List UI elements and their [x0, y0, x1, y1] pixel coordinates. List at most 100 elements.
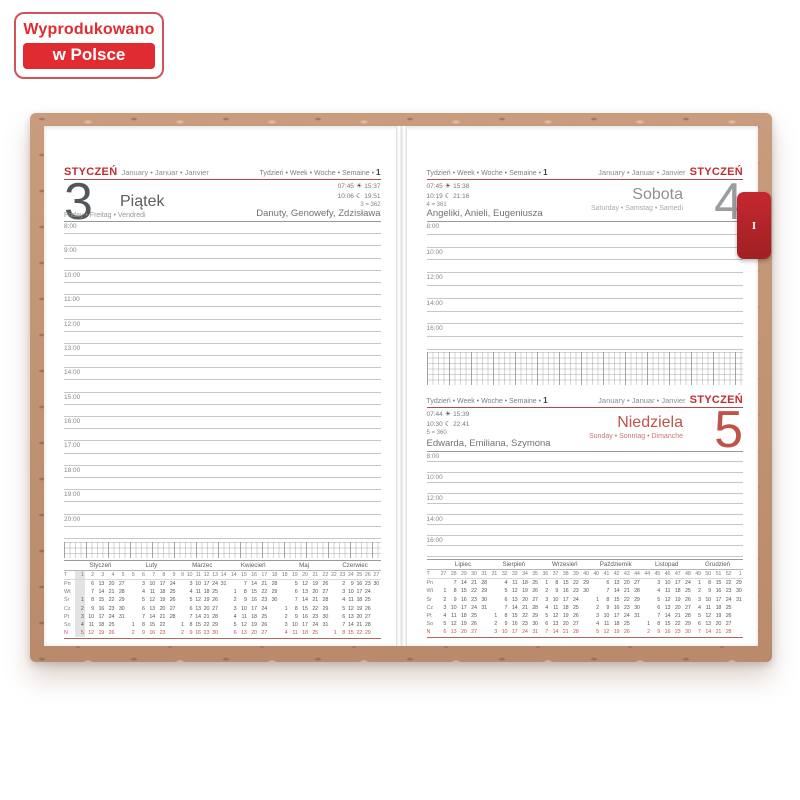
mini-month-row: 2 9 16 23 30	[342, 581, 380, 588]
time-slot-line	[64, 380, 381, 393]
day5-name: Niedziela Sunday • Sonntag • Dimanche	[588, 413, 683, 440]
mini-month-row: 7 14 21 28	[697, 629, 732, 636]
mini-month-row: 1 8 15 22 29	[545, 580, 589, 587]
mini-month-row: 7 14 21 28	[657, 612, 691, 619]
time-slot-line: 17:00	[64, 441, 381, 454]
mini-month-week-numbers: 22 23 24 25 26 27	[329, 571, 381, 581]
day5-number: 5	[714, 400, 743, 459]
time-slot-line: 14:00	[426, 299, 743, 312]
mini-month-row: 3 10 17 24 31	[596, 612, 640, 619]
mini-month-week-numbers: 36 37 38 39 40	[539, 570, 591, 580]
day3-day-of-year: 3 = 362	[360, 202, 381, 208]
mini-month-title: Kwiecień	[227, 561, 279, 571]
day4-time-grid: 8:00 10:00 12:00 14:00 16:00	[426, 222, 743, 350]
mini-month-row: 5 12 19 26	[189, 597, 218, 604]
week-indicator: Tydzień • Week • Woche • Semaine • 1	[426, 168, 548, 177]
mini-calendar-month: Wrzesień 36 37 38 39 40 1 8 15 22 29 2 9 16 23 30 3 10 17 2…	[539, 560, 591, 637]
mini-month-row: 5 12 19 26	[141, 597, 176, 604]
mini-month-title: Luty	[125, 561, 177, 571]
day3-name-langs: Friday • Freitag • Vendredi	[64, 212, 146, 219]
day5-day-of-year: 5 = 360	[426, 429, 447, 436]
sun-icon: ☀	[444, 182, 452, 190]
day3-name-pl: Piątek	[120, 193, 165, 210]
mini-month-row: 7 14 21 28	[504, 604, 538, 611]
mini-month-row: 4 11 18 25	[189, 589, 218, 596]
page-right-day4-day5: Tydzień • Week • Woche • Semaine • 1 Janu…	[407, 126, 759, 646]
mini-month-row: 1 8 15 22 29	[181, 622, 218, 628]
mini-month-title: Maj	[278, 561, 330, 571]
time-slot-line	[64, 405, 381, 417]
time-slot-line	[64, 502, 381, 515]
mini-month-title: Sierpień	[488, 560, 540, 570]
time-slot-line	[426, 504, 743, 515]
time-slot-line: 16:00	[64, 417, 381, 430]
mini-month-title: Listopad	[641, 560, 693, 570]
mini-month-row: 2 9 16 23 30	[596, 604, 640, 611]
time-slot-line: 13:00	[64, 344, 381, 357]
mini-month-title: Październik	[590, 560, 642, 570]
mini-month-row: 2 9 16 23 30	[545, 588, 589, 595]
sun-icon: ☀	[444, 409, 452, 418]
time-slot-line	[64, 307, 381, 320]
month-tab-january: I	[737, 192, 771, 259]
mini-calendar-month: Maj 18 19 20 21 22 5 12 19 26 6 13 20 27 7 14 21 28 1 8 15 22…	[278, 561, 330, 638]
mini-calendar-month: Luty 5 6 7 8 9 3 10 17 24 4 11 18 25 5 12 19 26 6 13 20 27 7 14…	[125, 561, 177, 638]
mini-month-row: 6 13 20 27	[233, 630, 268, 637]
mini-month-row: 7 14 21 28	[342, 622, 371, 628]
mini-month-row: 2 9 16 23 30	[443, 596, 487, 603]
mini-month-week-numbers: 49 50 51 52 1	[692, 570, 744, 580]
time-slot-line: 12:00	[426, 273, 743, 286]
notes-grid	[426, 351, 743, 385]
time-slot-line: 12:00	[426, 494, 743, 505]
mini-month-title: Styczeń	[75, 561, 126, 571]
mini-month-row: 5 12 19 26	[697, 612, 732, 619]
day5-name-days: Edwarda, Emiliana, Szymona	[426, 437, 551, 449]
time-slot-line: 10:00	[64, 271, 381, 283]
day4-day-of-year: 4 = 361	[426, 202, 447, 208]
moon-icon: ☾	[444, 419, 452, 428]
month-title: January • Januar • Janvier STYCZEŃ	[594, 390, 743, 408]
month-name-pl: STYCZEŃ	[689, 166, 743, 178]
mini-month-row: 3 10 17 24	[342, 589, 371, 596]
moon-icon: ☾	[355, 192, 363, 200]
mini-month-row: 5 12 19 26	[443, 621, 477, 628]
mini-month-row: 5 12 19 26	[342, 605, 371, 612]
day4-name-days: Angeliki, Anieli, Eugeniusza	[426, 208, 543, 219]
time-slot-line: 16:00	[426, 324, 743, 338]
mini-month-row: 4 11 18 25	[545, 604, 579, 611]
diary-open-pages: STYCZEŃ January • Januar • Janvier Tydzie…	[44, 126, 758, 646]
time-slot-line: 14:00	[426, 515, 743, 526]
mini-month-row: 1 8 15 22 29	[494, 612, 538, 619]
time-slot-line	[64, 283, 381, 296]
moon-icon: ☾	[444, 192, 452, 200]
mini-month-row: 3 10 17 24 31	[284, 622, 329, 628]
mini-month-row: 6 13 20 27	[294, 589, 329, 596]
time-slot-line: 19:00	[64, 490, 381, 503]
mini-month-row: 1 8 15 22 29	[697, 580, 742, 587]
mini-month-week-numbers: 9 10 11 12 13 14	[176, 571, 228, 581]
time-slot-line	[64, 454, 381, 466]
mini-month-row: 5 12 19 26	[545, 612, 579, 619]
mini-month-row: 1 8 15 22 29	[596, 596, 640, 603]
mini-month-row: 4 11 18 25	[657, 588, 691, 595]
mini-month-row: 3 10 17 24 31	[189, 581, 227, 588]
mini-month-row: 6 13 20 27	[342, 613, 371, 620]
mini-month-row: 4 11 18 25	[443, 612, 477, 619]
day4-info: 4 Sobota Saturday • Samstag • Samedi 07:…	[426, 176, 743, 228]
mini-month-row: 7 14 21 28	[606, 588, 640, 595]
mini-month-row: 7 14 21 28	[141, 613, 176, 620]
time-slot-line	[426, 286, 743, 299]
mini-month-row: 3 10 17 24	[141, 581, 176, 588]
day4-name: Sobota Saturday • Samstag • Samedi	[590, 186, 683, 212]
mini-month-row: 1 8 15 22 29	[284, 605, 329, 612]
month-title: January • Januar • Janvier STYCZEŃ	[594, 162, 743, 180]
mini-month-row: 2 9 16 23 30	[75, 604, 126, 613]
mini-month-week-numbers: 44 45 46 47 48	[641, 570, 693, 580]
month-title: STYCZEŃ January • Januar • Janvier	[64, 162, 213, 180]
month-name-pl: STYCZEŃ	[64, 166, 118, 178]
time-slot-line: 11:00	[64, 295, 381, 308]
notes-grid	[64, 541, 381, 558]
week-indicator: Tydzień • Week • Woche • Semaine • 1	[426, 395, 548, 405]
day3-info: 3 Piątek Friday • Freitag • Vendredi 07:…	[64, 176, 381, 228]
